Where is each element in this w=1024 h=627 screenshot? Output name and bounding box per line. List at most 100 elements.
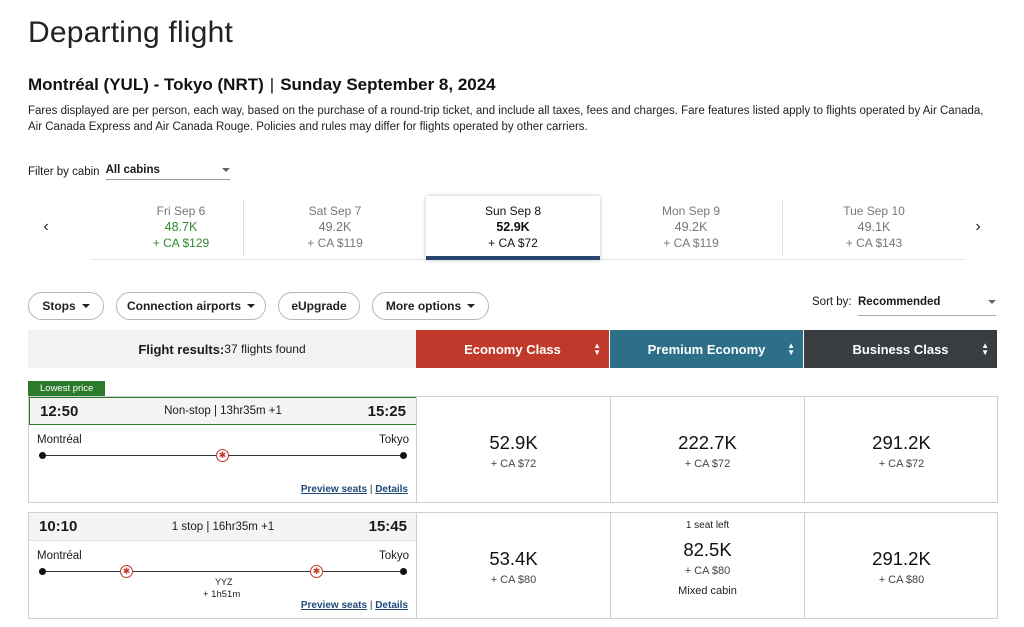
chevron-down-icon	[221, 168, 230, 172]
route-line: ✱ ✱ YYZ + 1h51m	[39, 562, 407, 600]
cabin-filter-value: All cabins	[105, 164, 160, 176]
origin-dot	[39, 568, 46, 575]
premium-fare-cell[interactable]: 222.7K + CA $72	[610, 397, 804, 502]
results-header: Flight results: 37 flights found	[28, 330, 416, 368]
chevron-down-icon	[467, 304, 476, 308]
date-day: Tue Sep 10	[843, 204, 905, 218]
business-fare-cell[interactable]: 291.2K + CA $80	[804, 513, 998, 618]
route-line: ✱	[39, 446, 407, 466]
date-day: Fri Sep 6	[156, 204, 206, 218]
eupgrade-button[interactable]: eUpgrade	[278, 292, 360, 320]
date-fee: + CA $72	[488, 236, 538, 250]
date-divider	[243, 200, 244, 256]
economy-class-label: Economy Class	[464, 341, 561, 357]
route-text: Montréal (YUL) - Tokyo (NRT)	[28, 75, 264, 94]
fare-fee: + CA $72	[684, 458, 731, 470]
flight-links: Preview seats | Details	[301, 600, 408, 611]
chevron-down-icon	[81, 304, 90, 308]
air-canada-leaf-icon: ✱	[120, 565, 133, 578]
lowest-price-badge: Lowest price	[28, 381, 106, 396]
origin-city: Montréal	[37, 434, 82, 446]
destination-city: Tokyo	[378, 434, 409, 446]
eupgrade-label: eUpgrade	[291, 299, 347, 313]
flight-summary: Non-stop | 13hr35m +1	[164, 405, 282, 417]
date-option-sun-sep-8[interactable]: Sun Sep 8 52.9K + CA $72	[426, 196, 600, 260]
seats-left-note: 1 seat left	[685, 520, 730, 531]
results-label: Flight results:	[138, 341, 225, 357]
business-class-header[interactable]: Business Class ▲ ▼	[804, 330, 997, 368]
flight-cities: Montréal Tokyo	[29, 541, 417, 562]
fare-fee: + CA $72	[878, 458, 925, 470]
flight-info: 12:50 Non-stop | 13hr35m +1 15:25 Montré…	[29, 397, 417, 502]
date-option-mon-sep-9[interactable]: Mon Sep 9 49.2K + CA $119	[600, 196, 782, 260]
route-separator: |	[269, 75, 275, 94]
date-fee: + CA $143	[845, 236, 903, 250]
economy-fare-cell[interactable]: 52.9K + CA $72	[416, 397, 610, 502]
route-path	[39, 571, 407, 572]
premium-fare-cell[interactable]: 1 seat left 82.5K + CA $80 Mixed cabin	[610, 513, 804, 618]
route-date: Sunday September 8, 2024	[280, 75, 496, 94]
date-option-sat-sep-7[interactable]: Sat Sep 7 49.2K + CA $119	[244, 196, 426, 260]
arrival-time: 15:25	[367, 402, 406, 420]
flight-time-row: 12:50 Non-stop | 13hr35m +1 15:25	[29, 397, 417, 425]
flight-summary: 1 stop | 16hr35m +1	[171, 520, 275, 533]
date-fee: + CA $119	[663, 236, 719, 250]
more-options-label: More options	[385, 299, 462, 313]
economy-fare-cell[interactable]: 53.4K + CA $80	[416, 513, 610, 618]
sort-label: Sort by:	[812, 296, 852, 308]
date-points: 52.9K	[496, 220, 530, 234]
date-option-tue-sep-10[interactable]: Tue Sep 10 49.1K + CA $143	[783, 196, 965, 260]
chevron-right-icon[interactable]: ›	[975, 218, 981, 235]
fare-fee: + CA $80	[878, 574, 925, 586]
date-points: 49.2K	[674, 220, 708, 234]
flight-result-card: 12:50 Non-stop | 13hr35m +1 15:25 Montré…	[28, 396, 998, 503]
sort-icon: ▲ ▼	[981, 341, 989, 357]
date-day: Sat Sep 7	[308, 204, 362, 218]
fare-points: 291.2K	[872, 548, 931, 569]
premium-economy-header[interactable]: Premium Economy ▲ ▼	[610, 330, 803, 368]
date-carousel: ‹ Fri Sep 6 48.7K + CA $129 Sat Sep 7 49…	[28, 196, 996, 260]
fare-disclaimer: Fares displayed are per person, each way…	[28, 105, 984, 133]
sort-value: Recommended	[858, 296, 941, 308]
destination-city: Tokyo	[378, 550, 409, 562]
route-heading: Montréal (YUL) - Tokyo (NRT) | Sunday Sept…	[28, 75, 496, 95]
cabin-filter: Filter by cabin All cabins	[28, 164, 230, 180]
flight-links: Preview seats | Details	[301, 484, 408, 495]
chevron-down-icon	[988, 300, 996, 304]
details-link[interactable]: Details	[375, 600, 408, 611]
economy-class-header[interactable]: Economy Class ▲ ▼	[416, 330, 609, 368]
fare-points: 291.2K	[872, 432, 931, 453]
mixed-cabin-note: Mixed cabin	[678, 585, 737, 597]
sort-select[interactable]: Recommended	[858, 296, 996, 316]
flight-cities: Montréal Tokyo	[29, 425, 417, 446]
more-options-button[interactable]: More options	[372, 292, 489, 320]
arrival-time: 15:45	[368, 518, 407, 535]
date-fee: + CA $119	[307, 236, 363, 250]
date-option-fri-sep-6[interactable]: Fri Sep 6 48.7K + CA $129	[90, 196, 272, 260]
business-class-label: Business Class	[852, 341, 949, 357]
fare-fee: + CA $72	[490, 458, 537, 470]
page-title: Departing flight	[28, 16, 233, 49]
date-points: 48.7K	[164, 220, 198, 234]
stops-filter-button[interactable]: Stops	[28, 292, 104, 320]
chevron-down-icon	[247, 304, 255, 308]
date-fee: + CA $129	[152, 236, 210, 250]
flight-result-card: 10:10 1 stop | 16hr35m +1 15:45 Montréal…	[28, 512, 998, 619]
flight-time-row: 10:10 1 stop | 16hr35m +1 15:45	[29, 513, 417, 541]
origin-city: Montréal	[37, 550, 82, 562]
fare-points: 222.7K	[678, 432, 737, 453]
details-link[interactable]: Details	[375, 484, 408, 495]
destination-dot	[400, 568, 407, 575]
preview-seats-link[interactable]: Preview seats	[300, 600, 368, 611]
stop-airport-code: YYZ	[215, 577, 233, 587]
connection-airports-label: Connection airports	[126, 299, 241, 313]
preview-seats-link[interactable]: Preview seats	[300, 484, 368, 495]
connection-airports-button[interactable]: Connection airports	[116, 292, 266, 320]
cabin-filter-select[interactable]: All cabins	[105, 164, 230, 180]
stops-filter-label: Stops	[42, 299, 76, 313]
chevron-left-icon[interactable]: ‹	[43, 218, 49, 235]
fare-fee: + CA $80	[490, 574, 537, 586]
date-day: Mon Sep 9	[661, 204, 721, 218]
business-fare-cell[interactable]: 291.2K + CA $72	[804, 397, 998, 502]
air-canada-leaf-icon: ✱	[310, 565, 323, 578]
